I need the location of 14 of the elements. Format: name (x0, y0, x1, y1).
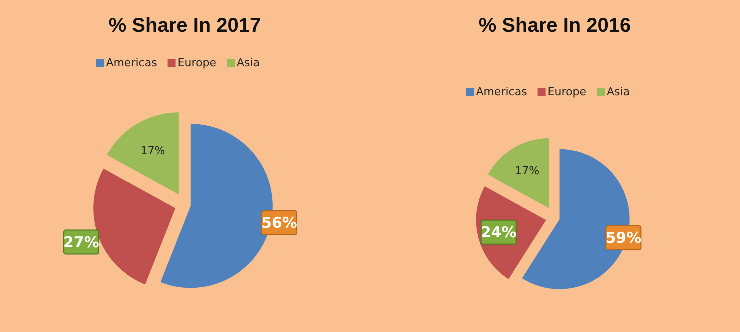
data-label: 59% (606, 228, 642, 247)
chart-title: % Share In 2016 (478, 15, 632, 37)
legend-label: Americas (106, 56, 158, 70)
data-label: 24% (480, 223, 517, 242)
legend-label: Europe (178, 56, 217, 70)
legend-label: Americas (476, 86, 528, 98)
data-label: 17% (515, 164, 540, 178)
data-label: 17% (140, 144, 166, 158)
data-label: 27% (64, 233, 100, 252)
legend-label: Asia (607, 86, 630, 98)
legend-label: Europe (548, 86, 587, 98)
data-label: 56% (262, 214, 298, 232)
chart-title: % Share In 2017 (108, 15, 262, 37)
legend-label: Asia (237, 56, 260, 70)
